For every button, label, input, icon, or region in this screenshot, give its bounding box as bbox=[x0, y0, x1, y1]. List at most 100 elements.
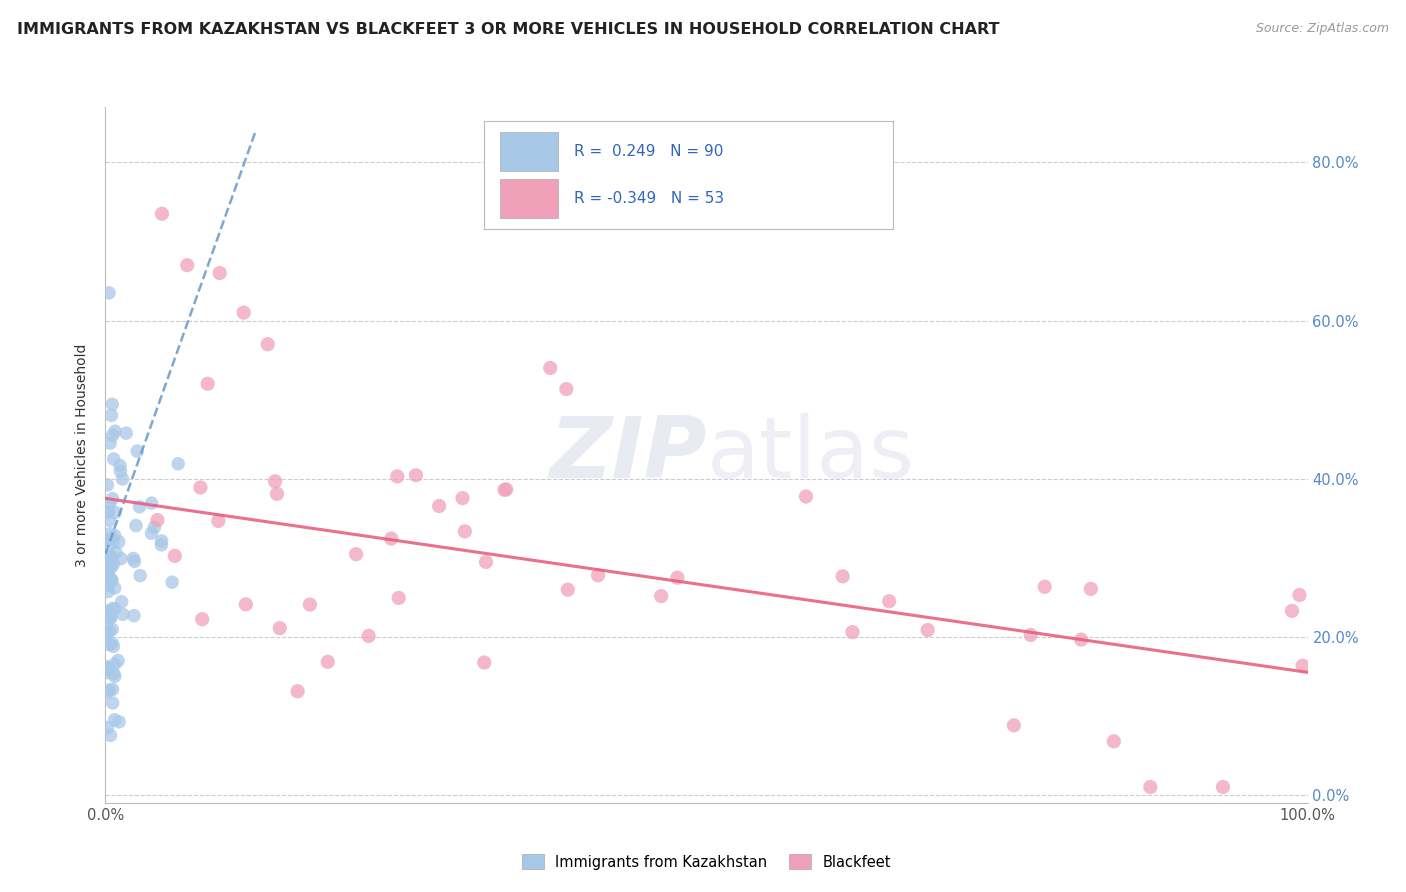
Point bbox=[101, 622, 124, 636]
Point bbox=[96, 661, 118, 675]
Point bbox=[129, 568, 152, 582]
Point bbox=[100, 611, 122, 625]
Point bbox=[96, 571, 118, 585]
Point bbox=[108, 458, 131, 473]
Point bbox=[100, 557, 122, 571]
Point bbox=[877, 594, 900, 608]
Point bbox=[1080, 582, 1102, 596]
Point bbox=[98, 573, 121, 587]
Point bbox=[128, 500, 150, 514]
Point bbox=[287, 684, 309, 698]
Point bbox=[101, 574, 124, 588]
Point bbox=[357, 629, 380, 643]
Point bbox=[650, 589, 672, 603]
Point bbox=[103, 557, 125, 571]
Point bbox=[388, 591, 411, 605]
Point bbox=[96, 607, 118, 621]
Point bbox=[111, 607, 134, 622]
Point bbox=[101, 397, 124, 411]
Point bbox=[191, 612, 214, 626]
Point bbox=[98, 683, 121, 698]
Point bbox=[232, 305, 254, 319]
Legend: Immigrants from Kazakhstan, Blackfeet: Immigrants from Kazakhstan, Blackfeet bbox=[516, 848, 897, 876]
Point bbox=[1019, 628, 1042, 642]
Point bbox=[494, 483, 516, 497]
Point bbox=[917, 623, 939, 637]
Point bbox=[98, 638, 121, 652]
Point bbox=[97, 533, 120, 547]
Point bbox=[269, 621, 291, 635]
Point bbox=[150, 207, 173, 221]
Point bbox=[841, 625, 863, 640]
Point bbox=[387, 469, 409, 483]
Point bbox=[316, 655, 339, 669]
Point bbox=[101, 682, 124, 697]
Point bbox=[163, 549, 186, 563]
Point bbox=[98, 436, 121, 450]
Point bbox=[557, 582, 579, 597]
Point bbox=[97, 567, 120, 582]
Point bbox=[104, 424, 127, 438]
Point bbox=[107, 654, 129, 668]
Point bbox=[115, 426, 138, 441]
Point bbox=[143, 520, 166, 534]
Text: IMMIGRANTS FROM KAZAKHSTAN VS BLACKFEET 3 OR MORE VEHICLES IN HOUSEHOLD CORRELAT: IMMIGRANTS FROM KAZAKHSTAN VS BLACKFEET … bbox=[17, 22, 1000, 37]
Point bbox=[190, 480, 212, 494]
Point bbox=[160, 575, 183, 590]
Point bbox=[104, 528, 127, 542]
Point bbox=[110, 551, 132, 566]
Point bbox=[98, 549, 121, 563]
Point bbox=[98, 285, 121, 300]
Point bbox=[555, 382, 578, 396]
Point bbox=[96, 505, 118, 519]
Point bbox=[100, 409, 122, 423]
Point bbox=[1102, 734, 1125, 748]
Point bbox=[150, 538, 173, 552]
Point bbox=[98, 497, 121, 511]
Point bbox=[100, 550, 122, 565]
Point bbox=[208, 266, 231, 280]
Point bbox=[207, 514, 229, 528]
Point bbox=[344, 547, 367, 561]
Point bbox=[100, 560, 122, 574]
Point bbox=[98, 526, 121, 541]
Point bbox=[104, 657, 127, 672]
Point bbox=[472, 656, 495, 670]
Point bbox=[266, 487, 288, 501]
Point bbox=[101, 601, 124, 615]
Point bbox=[141, 526, 163, 541]
Point bbox=[127, 444, 149, 458]
Point bbox=[97, 564, 120, 578]
Point bbox=[97, 574, 120, 588]
Point bbox=[98, 513, 121, 527]
Point bbox=[1281, 604, 1303, 618]
Point bbox=[1002, 718, 1025, 732]
Point bbox=[98, 663, 121, 677]
Point bbox=[101, 536, 124, 550]
Point bbox=[98, 574, 121, 589]
Point bbox=[380, 532, 402, 546]
Point bbox=[104, 545, 127, 559]
Point bbox=[104, 669, 127, 683]
Point bbox=[96, 665, 118, 680]
Point bbox=[150, 533, 173, 548]
Point bbox=[98, 533, 121, 547]
Point bbox=[586, 568, 609, 582]
Point bbox=[100, 728, 122, 742]
Point bbox=[495, 483, 517, 497]
Point bbox=[451, 491, 474, 505]
Point bbox=[538, 360, 561, 375]
Point bbox=[1070, 632, 1092, 647]
Point bbox=[108, 714, 131, 729]
Point bbox=[103, 666, 125, 681]
Point bbox=[110, 464, 132, 478]
Point bbox=[101, 636, 124, 650]
Point bbox=[1033, 580, 1056, 594]
Point bbox=[176, 258, 198, 272]
Point bbox=[101, 696, 124, 710]
Point bbox=[1292, 658, 1315, 673]
Point bbox=[475, 555, 498, 569]
Point bbox=[96, 604, 118, 618]
Point bbox=[110, 595, 132, 609]
Point bbox=[101, 491, 124, 506]
